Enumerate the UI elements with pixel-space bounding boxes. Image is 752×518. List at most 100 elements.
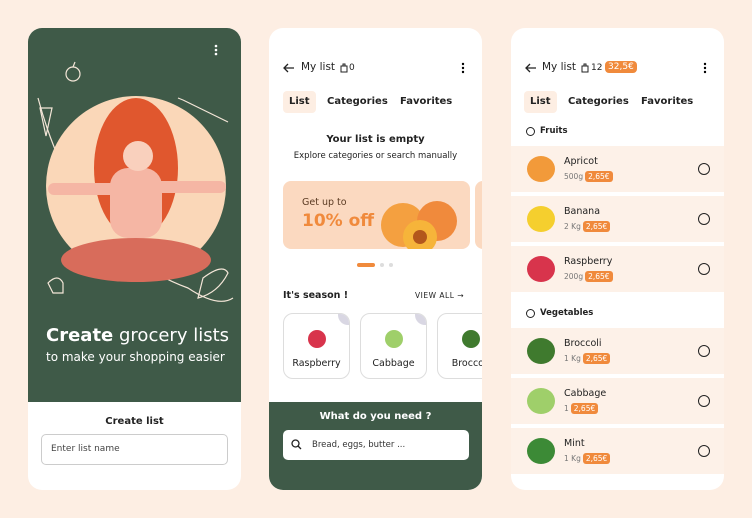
product-image [527, 388, 555, 414]
product-name: Banana [564, 206, 601, 217]
screen-empty-list: My list 0 List Categories Favorites Your… [269, 28, 482, 490]
search-input[interactable]: Bread, eggs, butter ... [283, 430, 469, 460]
hero: Create grocery lists to make your shoppi… [28, 28, 241, 402]
item-count: 0 [349, 63, 355, 73]
menu-icon[interactable] [214, 44, 218, 58]
quantity: 2 Kg [564, 222, 581, 231]
quantity: 1 Kg [564, 454, 581, 463]
product-image [308, 330, 326, 348]
favorite-icon[interactable] [338, 314, 349, 325]
illustration [37, 61, 234, 302]
product-name: Cabbage [372, 358, 415, 369]
product-name: Broccoli [451, 358, 482, 369]
screen-create: Create grocery lists to make your shoppi… [28, 28, 241, 490]
favorite-icon[interactable] [415, 314, 426, 325]
empty-text: Explore categories or search manually [293, 151, 458, 161]
section-icon [526, 127, 535, 136]
menu-icon[interactable] [703, 62, 707, 74]
tab[interactable]: List [524, 91, 557, 113]
tab[interactable]: Favorites [400, 96, 453, 107]
section-title: Fruits [540, 126, 568, 136]
checkbox[interactable] [698, 163, 710, 175]
list-row[interactable]: Broccoli 1 Kg 2,65€ [511, 328, 724, 374]
back-icon[interactable] [525, 63, 537, 73]
list-row[interactable]: Banana 2 Kg 2,65€ [511, 196, 724, 242]
product-meta: 500g 2,65€ [564, 171, 613, 182]
season-card[interactable]: Raspberry [283, 313, 350, 379]
screen-list: My list 12 32,5€ List Categories Favorit… [511, 28, 724, 490]
product-meta: 2 Kg 2,65€ [564, 221, 611, 232]
tab[interactable]: Categories [568, 96, 629, 107]
list-row[interactable]: Raspberry 200g 2,65€ [511, 246, 724, 292]
season-card[interactable]: Cabbage [360, 313, 427, 379]
product-name: Mint [564, 438, 585, 449]
list-row[interactable]: Mint 1 Kg 2,65€ [511, 428, 724, 474]
heading: Create grocery lists [46, 325, 229, 346]
list-row[interactable]: Cabbage 1 2,65€ [511, 378, 724, 424]
product-image [385, 330, 403, 348]
tab[interactable]: Favorites [641, 96, 694, 107]
product-meta: 1 Kg 2,65€ [564, 453, 611, 464]
price: 2,65€ [582, 353, 611, 364]
search-panel: What do you need ? Bread, eggs, butter .… [269, 402, 482, 490]
heading-rest: grocery lists [119, 325, 230, 346]
page-dot[interactable] [389, 263, 393, 267]
promo-banner-next[interactable] [475, 181, 482, 249]
product-name: Raspberry [564, 256, 613, 267]
season-card[interactable]: Broccoli [437, 313, 482, 379]
list-row[interactable]: Apricot 500g 2,65€ [511, 146, 724, 192]
page-dot[interactable] [380, 263, 384, 267]
quantity: 500g [564, 172, 584, 181]
bag-icon [581, 63, 589, 73]
heading-bold: Create [46, 325, 114, 346]
product-name: Cabbage [564, 388, 607, 399]
product-meta: 1 2,65€ [564, 403, 599, 414]
product-image [527, 156, 555, 182]
product-meta: 1 Kg 2,65€ [564, 353, 611, 364]
promo-line2: 10% off [302, 211, 375, 231]
form-title: Create list [105, 416, 164, 427]
checkbox[interactable] [698, 263, 710, 275]
product-image [527, 256, 555, 282]
product-meta: 200g 2,65€ [564, 271, 613, 282]
total: 32,5€ [605, 61, 637, 73]
promo-banner[interactable]: Get up to 10% off [283, 181, 470, 249]
view-all[interactable]: VIEW ALL → [415, 291, 465, 300]
product-name: Raspberry [292, 358, 341, 369]
apricots-image [381, 201, 457, 249]
quantity: 1 Kg [564, 354, 581, 363]
search-title: What do you need ? [319, 411, 432, 422]
title: My list [301, 61, 336, 73]
search-placeholder: Bread, eggs, butter ... [312, 440, 406, 450]
list-name-input[interactable]: Enter list name [41, 434, 228, 465]
section-title: Vegetables [540, 308, 594, 318]
price: 2,65€ [585, 171, 613, 182]
price: 2,65€ [570, 403, 599, 414]
price: 2,65€ [582, 453, 611, 464]
page-dot[interactable] [357, 263, 375, 267]
season-title: It's season ! [283, 290, 349, 301]
checkbox[interactable] [698, 395, 710, 407]
checkbox[interactable] [698, 213, 710, 225]
menu-icon[interactable] [461, 62, 465, 74]
section-icon [526, 309, 535, 318]
product-image [527, 338, 555, 364]
quantity: 1 [564, 404, 569, 413]
back-icon[interactable] [283, 63, 295, 73]
checkbox[interactable] [698, 445, 710, 457]
promo-line1: Get up to [302, 197, 347, 208]
tab[interactable]: List [283, 91, 316, 113]
empty-title: Your list is empty [326, 134, 425, 145]
price: 2,65€ [585, 271, 613, 282]
search-icon [291, 439, 302, 450]
subheading: to make your shopping easier [46, 350, 225, 364]
checkbox[interactable] [698, 345, 710, 357]
tab[interactable]: Categories [327, 96, 388, 107]
title: My list [542, 61, 577, 73]
product-image [462, 330, 480, 348]
item-count: 12 [591, 63, 603, 73]
view-all-text[interactable]: VIEW ALL [415, 291, 455, 300]
price: 2,65€ [582, 221, 611, 232]
product-name: Apricot [564, 156, 598, 167]
